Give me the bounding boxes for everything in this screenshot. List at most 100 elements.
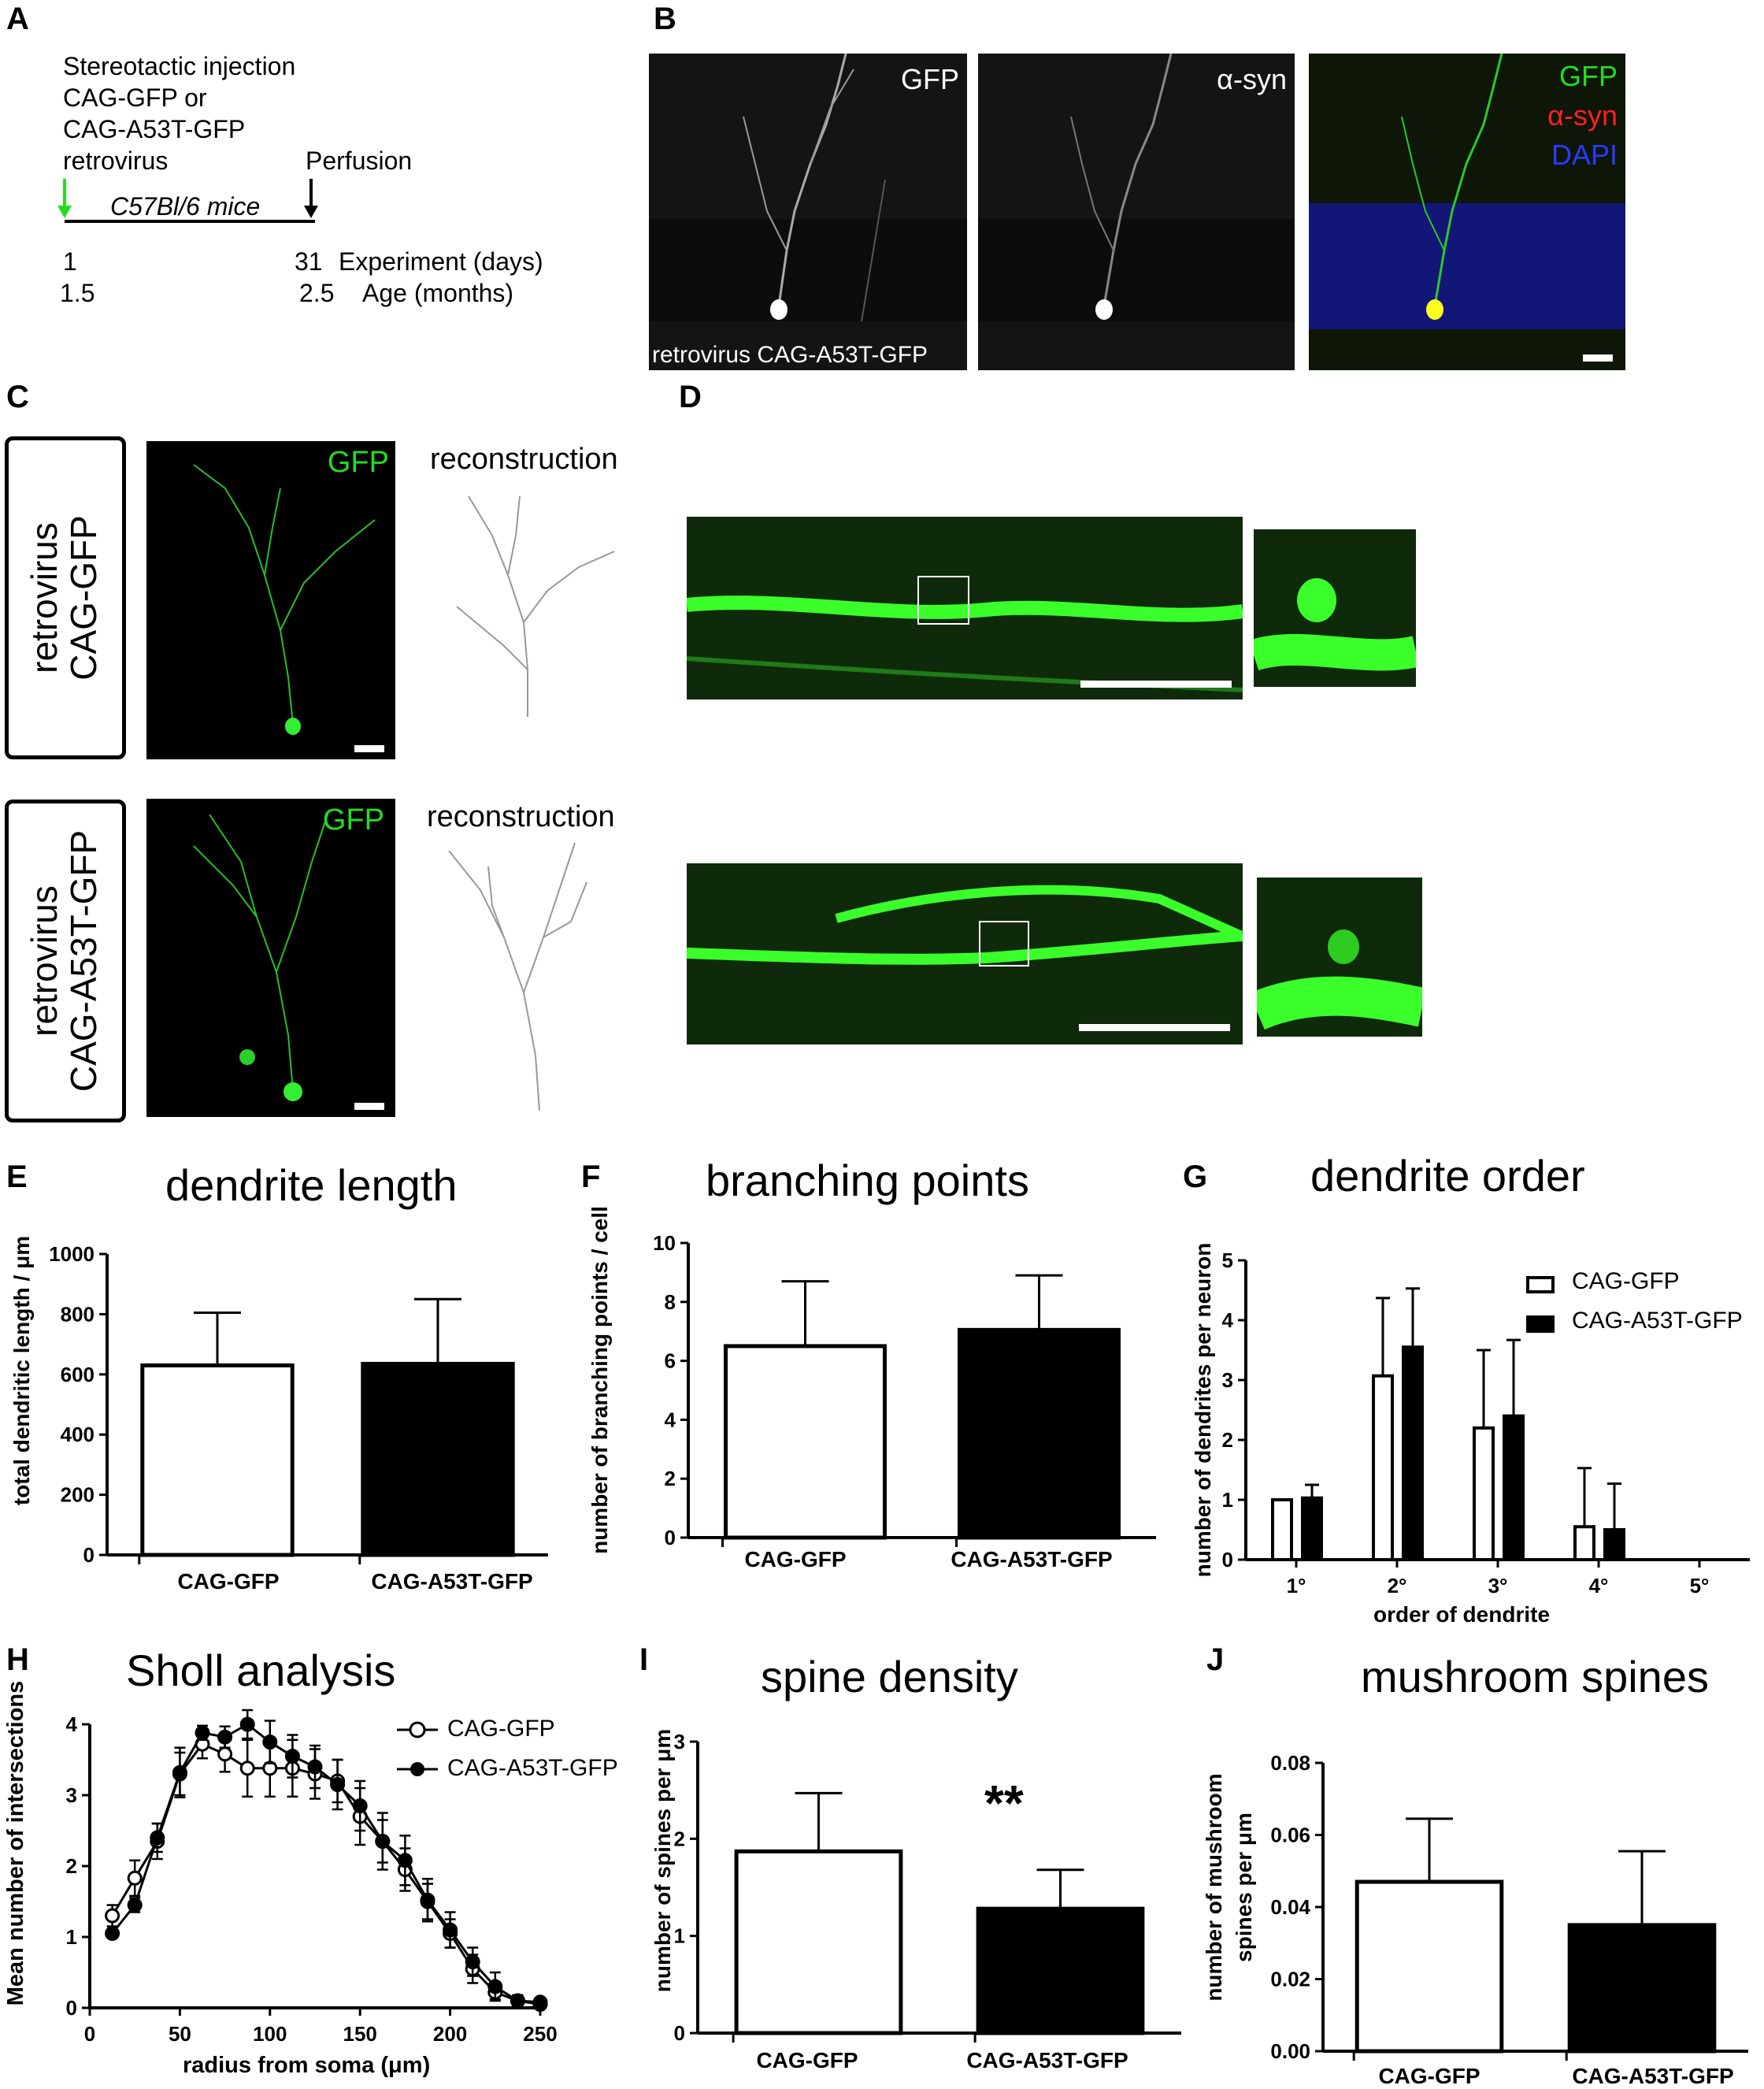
end-day: 31: [295, 247, 323, 276]
merge-asyn-label: α-syn: [1547, 99, 1618, 132]
data-point: [239, 1761, 255, 1776]
chart-h-xlabel: radius from soma (μm): [183, 2053, 431, 2078]
x-tick-label: 4°: [1589, 1574, 1609, 1597]
panel-letter-g: G: [1183, 1160, 1208, 1194]
panel-letter-a: A: [6, 2, 29, 36]
bar: [1503, 1414, 1525, 1561]
c-row2-reconstruction-label: reconstruction: [427, 800, 615, 833]
start-day: 1: [63, 247, 77, 276]
micrograph-merge: GFP α-syn DAPI: [1309, 54, 1625, 370]
chart-f-cat-2: CAG-A53T-GFP: [951, 1547, 1113, 1571]
bar: [1473, 1426, 1495, 1561]
chart-h-title: Sholl analysis: [126, 1646, 396, 1695]
y-tick-label: 400: [61, 1423, 94, 1446]
c-row1-gfp-image: GFP: [146, 441, 395, 759]
chart-f-cat-1: CAG-GFP: [744, 1547, 847, 1571]
open-circle-icon: [409, 1721, 426, 1738]
chart-e-title: dendrite length: [165, 1160, 458, 1210]
y-tick-label: 1: [1222, 1488, 1233, 1512]
panel-letter-i: I: [639, 1642, 649, 1677]
start-age: 1.5: [60, 279, 95, 307]
legend-swatch-cag-a53t-gfp: [1526, 1315, 1555, 1333]
data-point: [420, 1892, 435, 1908]
chart-i-cat-2: CAG-A53T-GFP: [966, 2048, 1128, 2072]
bar: [1603, 1528, 1625, 1561]
chart-g-legend-1: CAG-GFP: [1572, 1268, 1680, 1294]
y-tick-label: 800: [61, 1302, 94, 1326]
x-tick-label: 3°: [1488, 1574, 1508, 1597]
d-row2-dendrite-image: [687, 863, 1243, 1044]
perfusion-arrow-icon: [304, 206, 318, 218]
filled-circle-icon: [410, 1762, 424, 1776]
chart-f-title: branching points: [706, 1156, 1029, 1205]
c-row1-label-1: retrovirus: [24, 522, 65, 673]
chart-g: dendrite order number of dendrites per n…: [1181, 1150, 1764, 1638]
y-tick-label: 0: [665, 1526, 676, 1549]
c-row2-gfp-label: GFP: [322, 803, 384, 837]
data-point: [510, 1993, 525, 2009]
y-tick-label: 1: [66, 1925, 77, 1949]
panel-letter-d: D: [679, 380, 702, 414]
bar: [734, 1849, 903, 2035]
chart-h-legend-1: CAG-GFP: [447, 1716, 555, 1742]
perfusion-label: Perfusion: [306, 147, 413, 175]
panel-letter-b: B: [654, 2, 676, 36]
y-tick-label: 1000: [49, 1242, 94, 1266]
bar: [1402, 1345, 1424, 1561]
panel-letter-j: J: [1206, 1642, 1225, 1677]
b-asyn-label: α-syn: [1217, 63, 1287, 95]
y-tick-label: 5: [1222, 1249, 1233, 1272]
y-tick-label: 2: [665, 1467, 676, 1490]
y-tick-label: 4: [665, 1408, 676, 1431]
chart-h-legend-markers: [397, 1721, 438, 1776]
y-tick-label: 10: [653, 1231, 676, 1255]
y-tick-label: 0.06: [1270, 1824, 1310, 1847]
bar: [1354, 1879, 1504, 2054]
b-caption: retrovirus CAG-A53T-GFP: [652, 342, 928, 368]
chart-h: Sholl analysis Mean number of intersecti…: [0, 1638, 630, 2088]
c-row1-reconstruction-label: reconstruction: [430, 443, 618, 476]
injection-line-4: retrovirus: [63, 147, 169, 175]
bar: [958, 1327, 1121, 1540]
bar: [1271, 1498, 1293, 1561]
data-point: [397, 1853, 413, 1868]
y-tick-label: 3: [66, 1783, 77, 1807]
injection-line-2: CAG-GFP or: [63, 83, 207, 112]
data-point: [105, 1908, 120, 1924]
c-row2-scale-bar: [354, 1103, 384, 1110]
data-point: [262, 1735, 278, 1749]
data-point: [150, 1830, 165, 1846]
chart-e-cat-2: CAG-A53T-GFP: [371, 1569, 533, 1594]
y-tick-label: 2: [66, 1854, 77, 1878]
y-tick-label: 0: [1222, 1548, 1233, 1571]
y-tick-label: 4: [1222, 1308, 1234, 1332]
chart-f: branching points number of branching poi…: [575, 1150, 1181, 1623]
x-tick-label: 250: [523, 2022, 557, 2046]
experiment-days-label: Experiment (days): [339, 247, 543, 276]
significance-marker: **: [984, 1775, 1024, 1831]
mice-label: C57Bl/6 mice: [110, 192, 261, 221]
chart-i-title: spine density: [761, 1652, 1018, 1701]
chart-j: mushroom spines number of mushroom spine…: [1197, 1638, 1764, 2088]
data-point: [217, 1729, 233, 1745]
data-point: [330, 1777, 346, 1792]
x-tick-label: 100: [253, 2022, 287, 2046]
y-tick-label: 3: [674, 1730, 685, 1753]
merge-gfp-label: GFP: [1558, 60, 1618, 92]
x-tick-label: 150: [343, 2022, 377, 2046]
chart-e-plot: 0 200 400 600 800 1000: [49, 1242, 548, 1567]
c-row1-gfp-label: GFP: [327, 446, 389, 479]
c-row2-label-1: retrovirus: [24, 885, 65, 1037]
chart-g-xlabel: order of dendrite: [1373, 1602, 1551, 1627]
injection-line-1: Stereotactic injection: [63, 52, 296, 80]
merge-dapi-label: DAPI: [1551, 139, 1618, 171]
b-gfp-label: GFP: [900, 63, 959, 95]
y-tick-label: 2: [1222, 1428, 1233, 1452]
data-point: [465, 1954, 480, 1969]
c-row2-label-2: CAG-A53T-GFP: [63, 829, 104, 1093]
data-point: [532, 1994, 548, 2010]
y-tick-label: 0: [83, 1543, 94, 1567]
data-point: [375, 1834, 391, 1849]
c-row2-label-box: retrovirus CAG-A53T-GFP: [5, 800, 126, 1122]
